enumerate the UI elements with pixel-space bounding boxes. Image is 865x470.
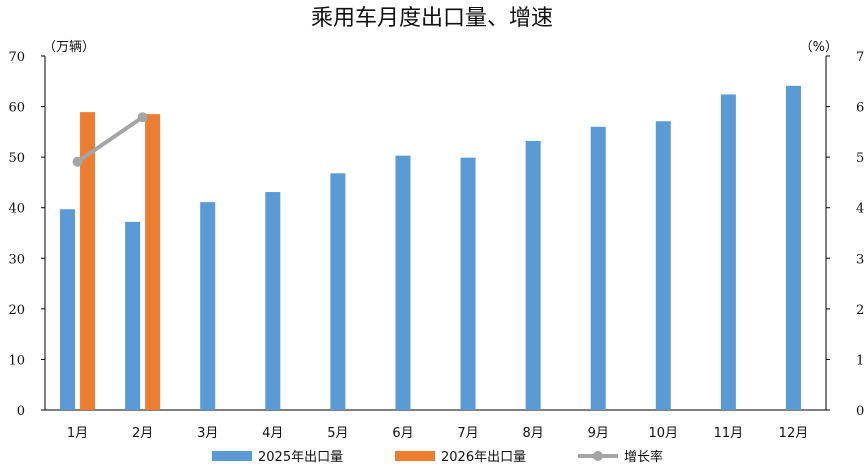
- bar-2025: [785, 85, 801, 410]
- bar-2025: [590, 126, 606, 411]
- x-tick-label: 9月: [588, 426, 609, 441]
- left-tick-label: 40: [8, 202, 25, 217]
- bars: [60, 85, 801, 411]
- bar-2025: [125, 221, 141, 410]
- left-tick-label: 10: [8, 353, 25, 368]
- x-tick-label: 2月: [132, 426, 153, 441]
- legend-label: 2025年出口量: [258, 450, 343, 465]
- axes: 0 0 10 10 20 20 30 30 40 40 50 50 60 60 70 70: [8, 50, 865, 419]
- bar-2026: [80, 112, 96, 411]
- x-tick-label: 3月: [197, 426, 218, 441]
- x-tick-label: 12月: [779, 426, 809, 441]
- right-tick-label: 30: [856, 252, 865, 267]
- left-tick-label: 30: [8, 252, 25, 267]
- left-tick-label: 70: [8, 50, 25, 65]
- right-tick-label: 60: [856, 101, 865, 116]
- x-tick-label: 1月: [67, 426, 88, 441]
- x-tick-label: 6月: [392, 426, 413, 441]
- legend: 2025年出口量 2026年出口量 增长率: [212, 449, 663, 465]
- bar-2025: [265, 192, 281, 410]
- growth-line: [72, 112, 148, 167]
- left-tick-label: 20: [8, 303, 25, 318]
- bar-2026: [145, 114, 161, 411]
- bar-2025: [200, 202, 216, 410]
- legend-swatch-2025: [212, 451, 252, 461]
- x-tick-label: 10月: [649, 426, 679, 441]
- bar-2025: [525, 140, 541, 410]
- growth-point: [137, 112, 148, 123]
- x-tick-label: 8月: [522, 426, 543, 441]
- legend-marker-growth: [593, 451, 603, 461]
- legend-label: 2026年出口量: [441, 450, 526, 465]
- x-tick-label: 11月: [714, 426, 744, 441]
- left-axis-unit: （万辆）: [43, 40, 95, 55]
- left-tick-label: 60: [8, 101, 25, 116]
- growth-line-path: [76, 115, 144, 164]
- legend-swatch-2026: [395, 451, 435, 461]
- right-tick-label: 20: [856, 303, 865, 318]
- bar-2025: [60, 209, 76, 410]
- growth-point: [72, 156, 83, 167]
- right-tick-label: 70: [856, 50, 865, 65]
- left-tick-label: 0: [17, 404, 25, 419]
- bar-2025: [460, 157, 476, 410]
- legend-label: 增长率: [624, 449, 663, 465]
- bar-2025: [720, 94, 736, 410]
- right-axis-unit: （%）: [800, 40, 838, 55]
- x-axis-labels: 1月 2月 3月 4月 5月 6月 7月 8月 9月 10月 11月 12月: [67, 426, 808, 441]
- chart-title: 乘用车月度出口量、增速: [311, 6, 553, 31]
- right-tick-label: 50: [856, 151, 865, 166]
- left-tick-label: 50: [8, 151, 25, 166]
- right-tick-label: 10: [856, 353, 865, 368]
- bar-2025: [395, 155, 411, 410]
- bar-2025: [330, 173, 346, 410]
- right-tick-label: 40: [856, 202, 865, 217]
- right-tick-label: 0: [856, 404, 864, 419]
- bar-2025: [655, 121, 671, 410]
- x-tick-label: 4月: [262, 426, 283, 441]
- x-tick-label: 7月: [457, 426, 478, 441]
- x-tick-label: 5月: [327, 426, 348, 441]
